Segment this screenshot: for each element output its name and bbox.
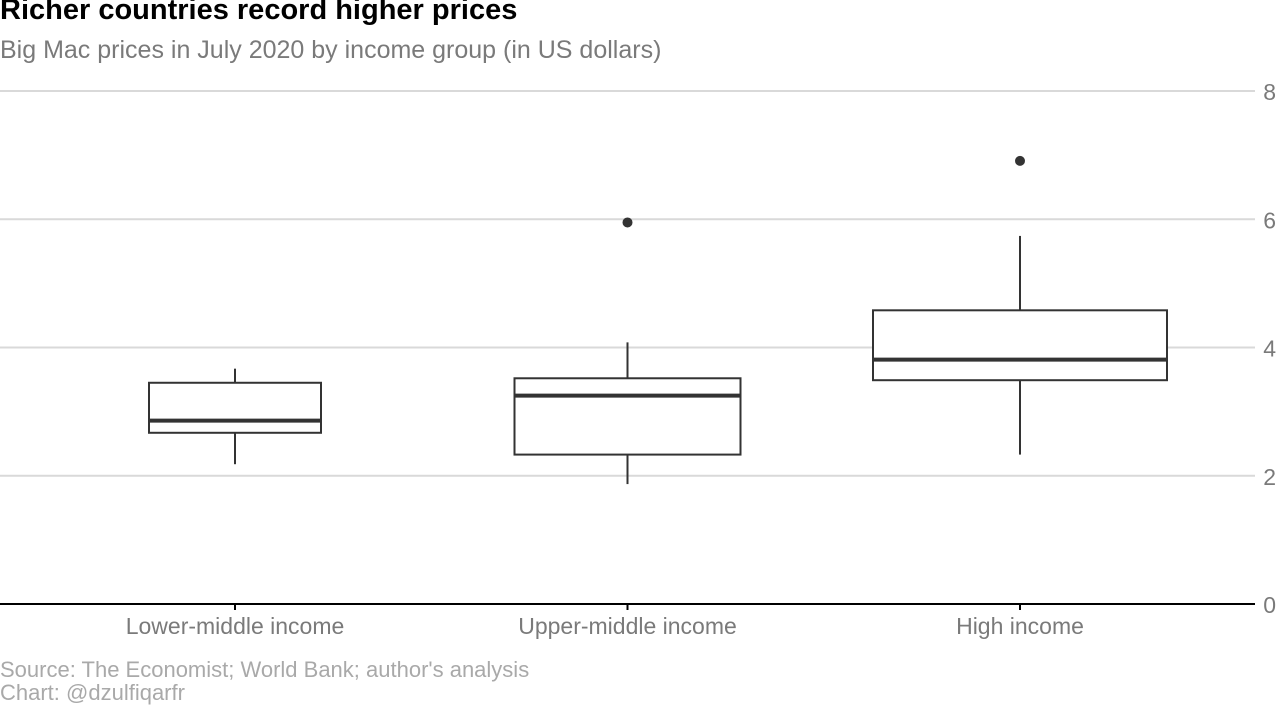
chart-credit: Chart: @dzulfiqarfr xyxy=(0,680,185,705)
iqr-box xyxy=(872,309,1168,382)
source-note: Source: The Economist; World Bank; autho… xyxy=(0,657,530,682)
y-tick-label: 4 xyxy=(1263,336,1276,362)
chart-title: Richer countries record higher prices xyxy=(0,0,518,26)
outlier-point xyxy=(1015,155,1025,166)
outlier-point xyxy=(622,217,633,228)
x-axis: Lower-middle income Upper-middle income Hi… xyxy=(0,603,1255,639)
y-axis-ticks: 0 2 4 6 8 xyxy=(1263,79,1276,618)
iqr-box xyxy=(513,377,742,456)
chart-subtitle: Big Mac prices in July 2020 by income gr… xyxy=(0,36,662,64)
iqr-box xyxy=(148,381,322,434)
box-3 xyxy=(872,155,1168,455)
box-2 xyxy=(513,217,742,485)
x-tick-label: High income xyxy=(956,613,1084,639)
x-tick-label: Lower-middle income xyxy=(126,613,345,639)
y-tick-label: 6 xyxy=(1263,207,1276,233)
x-tick-label: Upper-middle income xyxy=(518,613,737,639)
y-tick-label: 0 xyxy=(1263,592,1276,618)
box-1 xyxy=(148,368,322,465)
boxes xyxy=(148,155,1168,485)
y-tick-label: 8 xyxy=(1263,79,1276,105)
y-tick-label: 2 xyxy=(1263,464,1276,490)
